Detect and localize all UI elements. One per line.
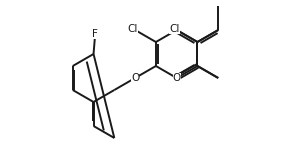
Text: O: O — [131, 73, 139, 83]
Text: Cl: Cl — [169, 24, 180, 34]
Text: Cl: Cl — [128, 24, 138, 34]
Text: O: O — [173, 73, 181, 83]
Text: F: F — [92, 29, 98, 39]
